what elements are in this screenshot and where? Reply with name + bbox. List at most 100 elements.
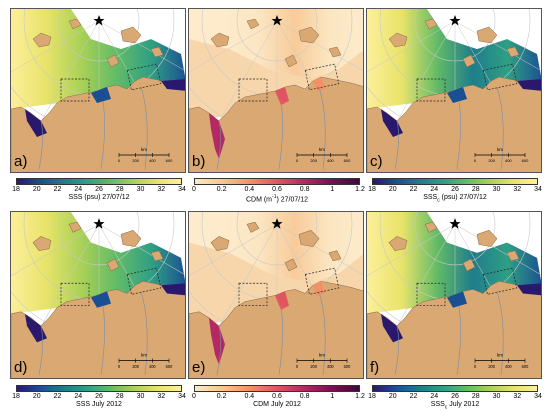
colorbar-label-a: SSS (psu) 27/07/12 <box>68 194 130 201</box>
scale-bar-tick-label-b-2: 400 <box>327 158 334 163</box>
colorbar-tick-c-0: 18 <box>368 186 376 193</box>
colorbar-tick-c-4: 26 <box>451 186 459 193</box>
island-a-4 <box>106 54 120 68</box>
graticule-meridian-d-0 <box>11 223 100 277</box>
island-f-0 <box>388 236 408 251</box>
island-c-4 <box>462 54 476 68</box>
colorbar-tick-f-5: 28 <box>471 393 480 400</box>
plume-ob-c <box>381 109 403 137</box>
colorbar-label-e: CDM July 2012 <box>253 401 301 408</box>
colorbar-tick-e-5: 1 <box>330 393 335 400</box>
scale-bar-tick-label-b-1: 200 <box>310 158 317 163</box>
river-1-a <box>38 120 43 170</box>
scale-bar-tick-label-a-1: 200 <box>132 158 139 163</box>
colorbar-tick-c-7: 32 <box>513 186 522 193</box>
panel-letter-e: e) <box>192 359 206 376</box>
plume-yenisei-c <box>447 87 467 103</box>
map-layer-a: 0 200 400 600 km <box>11 9 185 172</box>
colorbar-tick-a-4: 26 <box>95 186 103 193</box>
scale-bar-tick-label-f-2: 400 <box>505 364 512 369</box>
colorbar-tick-f-8: 34 <box>534 393 542 400</box>
colorbar-tick-d-6: 30 <box>136 393 145 400</box>
scale-bar-tick-label-a-2: 400 <box>149 158 156 163</box>
scale-bar-unit-e: km <box>319 353 325 358</box>
island-e-3 <box>328 250 342 262</box>
colorbar-tick-d-5: 28 <box>115 393 124 400</box>
panel-a: 0 200 400 600 km a) 18 20 22 24 26 28 30 32 34 SSS (… <box>10 8 186 203</box>
island-c-1 <box>424 18 438 30</box>
river-3-f <box>496 291 504 375</box>
study-box-2-e <box>304 267 340 295</box>
river-3-c <box>496 86 504 170</box>
scale-bar-tick-label-f-1: 200 <box>488 364 495 369</box>
scale-bar-tick-label-c-3: 600 <box>522 158 529 163</box>
graticule-meridian-c-0 <box>367 20 456 73</box>
colorbar-tick-b-3: 0.6 <box>272 186 282 193</box>
colorbar-tick-c-5: 28 <box>471 186 480 193</box>
plume-yenisei-a <box>91 87 111 103</box>
river-1-b <box>216 120 221 170</box>
land-mass-b <box>189 76 363 172</box>
colorbar-tick-e-0: 0 <box>192 393 196 400</box>
colorbar-label-d: SSS July 2012 <box>76 401 122 408</box>
colorbar-label-c-main: SSS <box>423 194 438 201</box>
colorbar-tick-d-2: 22 <box>53 393 62 400</box>
plume-ob-d <box>25 313 47 343</box>
colorbar-a <box>16 178 182 185</box>
colorbar-tick-b-6: 1.2 <box>355 186 365 193</box>
colorbar-label-c: SSSc (psu) 27/07/12 <box>372 194 538 203</box>
north-pole-star-d <box>93 218 105 229</box>
panel-letter-d: d) <box>14 359 28 376</box>
colorbar-tick-e-3: 0.6 <box>272 393 282 400</box>
river-3-a <box>140 86 148 170</box>
river-1-d <box>38 325 43 375</box>
scale-bar-tick-label-c-1: 200 <box>488 158 495 163</box>
river-1-f <box>394 325 399 375</box>
scale-bar-tick-label-e-1: 200 <box>310 364 317 369</box>
scale-bar-tick-label-a-0: 0 <box>118 158 121 163</box>
island-d-0 <box>32 236 52 251</box>
colorbar-tick-b-2: 0.4 <box>244 186 255 193</box>
plume-ob-a <box>25 109 47 137</box>
colorbar-tick-e-4: 0.8 <box>299 393 310 400</box>
island-a-0 <box>32 32 52 48</box>
colorbar-label-b: CDM (m-1) 27/07/12 <box>194 194 360 203</box>
colorbar-tick-b-5: 1 <box>330 186 335 193</box>
river-2-e <box>278 305 283 375</box>
island-f-2 <box>476 230 498 247</box>
scale-bar-tick-label-d-2: 400 <box>149 364 156 369</box>
river-2-c <box>456 100 461 170</box>
colorbar-tick-a-6: 30 <box>136 186 145 193</box>
graticule-meridian-f-0 <box>367 223 456 277</box>
island-a-2 <box>120 26 142 44</box>
colorbar-tick-e-2: 0.4 <box>244 393 255 400</box>
study-box-1-c <box>416 78 446 102</box>
colorbar-ticks-a: 18 20 22 24 26 28 30 32 34 <box>12 186 186 194</box>
map-svg-e: 0 200 400 600 km <box>189 212 363 378</box>
island-c-0 <box>388 32 408 48</box>
island-f-4 <box>462 258 476 272</box>
colorbar-tick-a-7: 32 <box>157 186 166 193</box>
north-pole-star-a <box>93 15 105 26</box>
island-e-1 <box>246 221 260 233</box>
colorbar-tick-c-1: 20 <box>388 186 397 193</box>
north-pole-star-b <box>271 15 283 26</box>
colorbar-tick-a-5: 28 <box>115 186 124 193</box>
plume-east-f <box>517 283 541 296</box>
colorbar-label-f-sub: c <box>444 404 448 411</box>
colorbar-tick-c-3: 24 <box>430 186 439 193</box>
river-3-d <box>140 291 148 375</box>
colorbar-tick-f-2: 22 <box>409 393 418 400</box>
river-1-c <box>394 120 399 170</box>
colorbar-tick-b-4: 0.8 <box>299 186 310 193</box>
colorbar-tick-c-8: 34 <box>534 186 542 193</box>
colorbar-tick-f-6: 30 <box>492 393 501 400</box>
island-e-2 <box>298 230 320 247</box>
colorbar-label-f-main: SSS <box>430 401 445 408</box>
map-f: 0 200 400 600 km <box>366 211 542 379</box>
panel-d: 0 200 400 600 km d) 18 20 22 24 26 28 30 32 34 SSS J… <box>10 211 186 411</box>
scale-bar-tick-label-c-2: 400 <box>505 158 512 163</box>
panel-e: 0 200 400 600 km e) 0 0.2 0.4 0.6 0.8 1 1.2 CDM Ju… <box>188 211 365 411</box>
colorbar-label-c-tail: (psu) 27/07/12 <box>439 194 487 201</box>
